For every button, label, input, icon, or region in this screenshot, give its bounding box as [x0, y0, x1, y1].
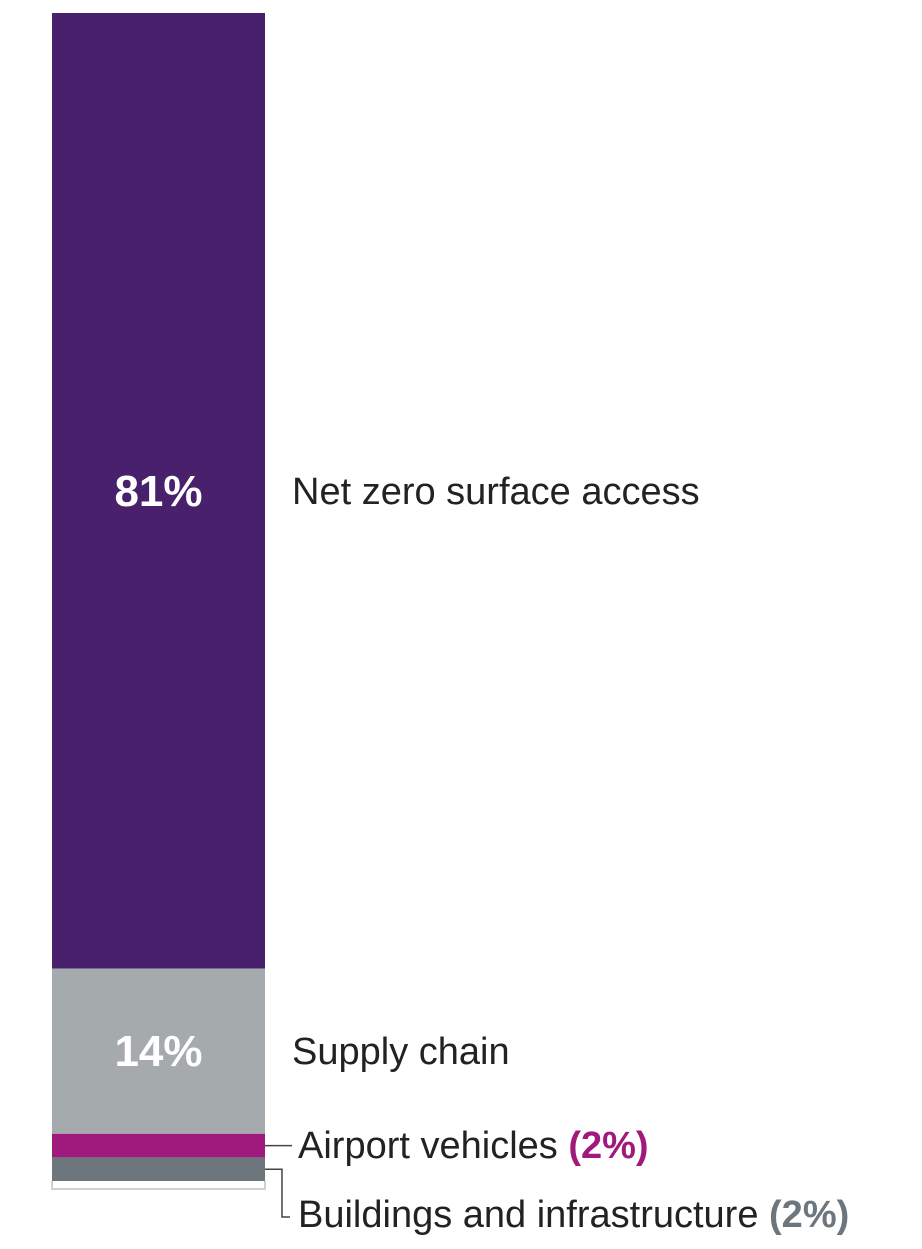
value-label-supply-chain: 14% [114, 1027, 202, 1076]
value-label-airport-vehicles: (2%) [568, 1125, 648, 1167]
stacked-bar [51, 13, 266, 1190]
category-name-airport-vehicles: Airport vehicles [298, 1125, 568, 1167]
leader-lines [265, 1144, 292, 1218]
bar-segment-supply-chain [52, 968, 265, 1134]
value-label-buildings-and-infrastructure: (2%) [769, 1194, 849, 1236]
value-label-net-zero-surface-access: 81% [114, 467, 202, 516]
bar-segment-buildings-and-infrastructure [52, 1157, 265, 1181]
bar-base-frame [51, 1181, 266, 1190]
bar-segment-airport-vehicles [52, 1133, 265, 1158]
category-label-buildings-and-infrastructure: Buildings and infrastructure (2%) [298, 1194, 849, 1236]
category-label-net-zero-surface-access: Net zero surface access [292, 471, 700, 513]
leader-line-buildings-and-infrastructure [265, 1168, 290, 1218]
bar-segment-net-zero-surface-access [52, 13, 265, 969]
category-label-supply-chain: Supply chain [292, 1031, 510, 1073]
category-name-buildings-and-infrastructure: Buildings and infrastructure [298, 1194, 769, 1236]
category-labels: 81% Net zero surface access 14% Supply chai… [114, 467, 849, 1236]
category-label-airport-vehicles: Airport vehicles (2%) [298, 1125, 649, 1167]
